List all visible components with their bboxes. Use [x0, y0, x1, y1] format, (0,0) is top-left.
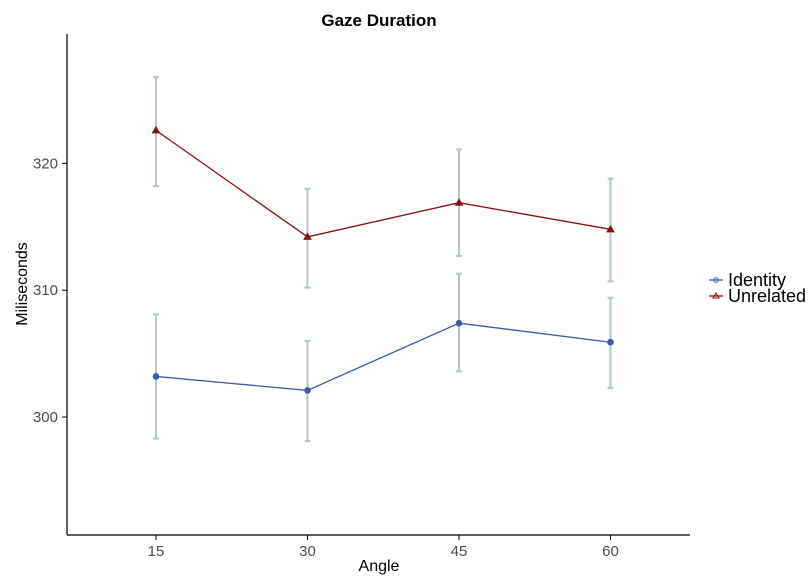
legend-unrelated-marker	[712, 292, 720, 299]
x-axis-label: Angle	[359, 558, 400, 575]
y-axis-label: Miliseconds	[14, 242, 31, 326]
x-tick-label: 45	[451, 543, 468, 560]
series-points	[151, 125, 615, 394]
x-tick-label: 30	[299, 543, 316, 560]
y-tick-label: 300	[33, 409, 58, 426]
x-axis-ticks: 15 30 45 60	[148, 535, 619, 560]
unrelated-data-point	[303, 232, 312, 240]
legend-identity-marker	[713, 277, 719, 283]
chart-title: Gaze Duration	[321, 11, 436, 30]
unrelated-data-point	[454, 198, 464, 206]
identity-data-point	[607, 338, 614, 346]
x-tick-label: 15	[148, 543, 165, 560]
identity-series-line	[155, 322, 611, 392]
unrelated-data-point	[151, 125, 161, 134]
y-axis-ticks: 300 310 320	[33, 155, 67, 426]
error-bars	[153, 76, 614, 443]
identity-data-point	[455, 319, 463, 327]
legend-unrelated-label: Unrelated	[728, 286, 806, 306]
legend-identity-label: Identity	[728, 270, 786, 290]
x-tick-label: 60	[602, 543, 619, 560]
unrelated-series-line	[155, 129, 611, 238]
y-tick-label: 310	[33, 282, 58, 299]
y-tick-label: 320	[33, 155, 58, 172]
series-lines	[155, 129, 611, 392]
unrelated-data-point	[606, 224, 615, 233]
identity-data-point	[304, 387, 311, 394]
identity-data-point	[152, 373, 160, 380]
